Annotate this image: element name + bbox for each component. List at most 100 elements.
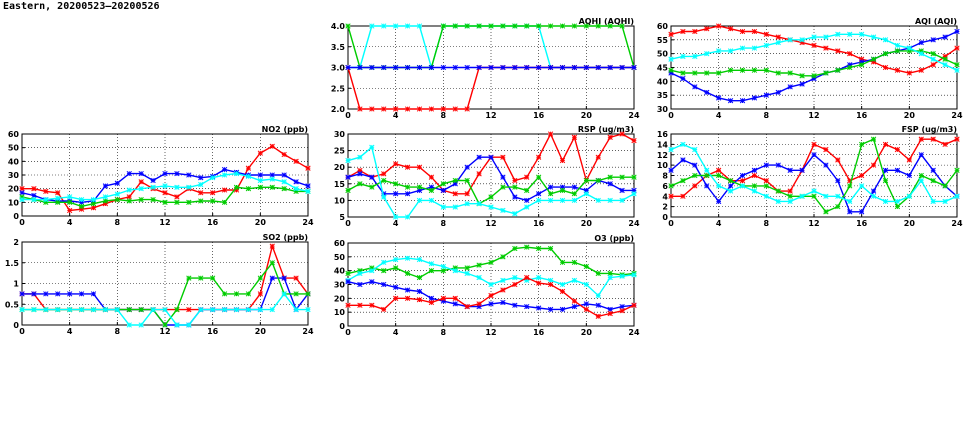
data-point: [198, 306, 204, 313]
data-point: [257, 172, 263, 178]
data-point: [894, 146, 901, 153]
data-point: [55, 199, 61, 205]
o3-chart: 0 4 8 12 16 20 24 0 10 20 30 40 50 60 O3 (ppb): [334, 234, 640, 337]
data-point: [930, 62, 936, 68]
data-point: [680, 28, 686, 35]
x-tick-label: 4: [67, 327, 73, 336]
data-point: [512, 211, 518, 217]
y-tick-label: 8: [662, 172, 668, 181]
aqi-chart: 0 4 8 12 16 20 24 30 35 40 45 50 55 60 AQI (AQI): [657, 17, 963, 120]
data-point: [345, 23, 351, 29]
data-point: [269, 172, 275, 178]
data-point: [607, 174, 613, 180]
chart-title: O3 (ppb): [594, 234, 634, 243]
data-point: [78, 306, 85, 313]
data-point: [536, 274, 542, 281]
y-tick-label: 6: [662, 182, 668, 191]
data-point: [452, 106, 458, 112]
data-point: [138, 196, 144, 203]
y-tick-label: 10: [334, 196, 346, 205]
data-point: [787, 37, 793, 43]
data-point: [357, 106, 363, 112]
data-point: [716, 172, 722, 179]
data-point: [512, 302, 518, 308]
data-point: [775, 34, 781, 40]
data-point: [452, 204, 458, 210]
x-tick-label: 24: [302, 218, 314, 227]
data-point: [55, 291, 61, 297]
data-point: [393, 106, 399, 112]
x-tick-label: 8: [441, 328, 447, 337]
data-point: [19, 186, 25, 192]
data-point: [90, 201, 97, 207]
data-point: [524, 303, 530, 310]
x-tick-label: 4: [67, 218, 73, 227]
data-point: [305, 183, 311, 189]
data-point: [751, 183, 758, 189]
data-point: [954, 28, 960, 35]
series-cyan: [19, 170, 311, 203]
data-point: [464, 191, 470, 197]
data-point: [452, 301, 458, 307]
data-point: [488, 64, 494, 71]
y-tick-label: 20: [8, 185, 20, 194]
data-point: [559, 259, 566, 266]
data-point: [704, 26, 710, 32]
data-point: [174, 170, 180, 177]
data-point: [692, 146, 698, 153]
data-point: [416, 297, 423, 303]
data-point: [393, 161, 399, 167]
x-tick-label: 4: [393, 328, 399, 337]
data-point: [547, 184, 554, 190]
y-tick-label: 0: [13, 321, 19, 330]
data-point: [680, 141, 686, 148]
data-point: [281, 151, 287, 158]
data-point: [464, 201, 470, 207]
data-point: [547, 64, 554, 71]
x-tick-label: 0: [345, 111, 351, 120]
data-point: [583, 64, 589, 71]
data-point: [668, 183, 674, 189]
data-point: [835, 178, 841, 184]
data-point: [583, 191, 589, 197]
data-point: [954, 193, 960, 199]
data-point: [882, 141, 889, 148]
data-point: [67, 199, 73, 205]
data-point: [186, 306, 192, 313]
x-tick-label: 12: [485, 111, 496, 120]
data-point: [257, 150, 263, 156]
data-point: [186, 199, 192, 205]
data-point: [942, 34, 948, 40]
y-tick-label: 40: [334, 267, 346, 276]
chart-title: RSP (ug/m3): [578, 125, 634, 134]
data-point: [536, 23, 542, 29]
series-red: [19, 143, 311, 214]
data-point: [416, 184, 423, 190]
data-point: [269, 260, 275, 266]
data-point: [763, 92, 769, 98]
data-point: [174, 322, 180, 328]
data-point: [536, 154, 542, 160]
x-tick-label: 16: [856, 111, 868, 120]
data-point: [186, 172, 192, 178]
data-point: [607, 274, 613, 281]
data-point: [870, 188, 877, 194]
data-point: [559, 157, 566, 164]
data-point: [428, 197, 435, 204]
series-cyan: [345, 255, 637, 299]
data-point: [571, 259, 578, 266]
data-point: [162, 190, 168, 196]
data-point: [739, 178, 746, 184]
data-point: [799, 37, 805, 43]
x-tick-label: 16: [856, 219, 868, 228]
x-tick-label: 20: [255, 327, 267, 336]
data-point: [345, 64, 351, 71]
data-point: [547, 197, 554, 204]
data-point: [221, 199, 228, 205]
data-point: [102, 198, 109, 204]
data-point: [19, 306, 25, 313]
data-point: [404, 214, 411, 220]
data-point: [221, 187, 228, 193]
y-tick-label: 4.0: [331, 22, 346, 31]
data-point: [293, 291, 299, 297]
